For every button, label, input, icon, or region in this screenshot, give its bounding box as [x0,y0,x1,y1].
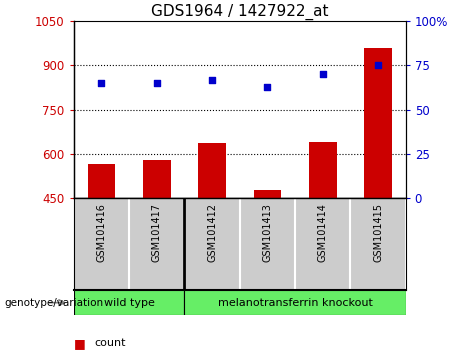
Text: ■: ■ [74,337,85,350]
Point [98,80,105,86]
Title: GDS1964 / 1427922_at: GDS1964 / 1427922_at [151,4,329,20]
Text: GSM101413: GSM101413 [262,203,272,262]
Bar [143,160,171,198]
Text: melanotransferrin knockout: melanotransferrin knockout [218,298,372,308]
Point [374,63,382,68]
Bar [198,143,226,198]
Bar [309,142,337,198]
Text: count: count [95,338,126,348]
Text: wild type: wild type [104,298,154,308]
Bar [88,164,115,198]
Point [153,80,160,86]
Bar [184,290,406,315]
Text: GSM101414: GSM101414 [318,203,328,262]
Point [319,72,326,77]
Point [208,77,216,82]
Bar [364,48,392,198]
Text: GSM101416: GSM101416 [96,203,106,262]
Bar [254,190,281,198]
Text: GSM101412: GSM101412 [207,203,217,262]
Point [264,84,271,90]
Text: GSM101415: GSM101415 [373,203,383,262]
Text: genotype/variation: genotype/variation [5,298,104,308]
Text: GSM101417: GSM101417 [152,203,162,262]
Bar [74,290,184,315]
